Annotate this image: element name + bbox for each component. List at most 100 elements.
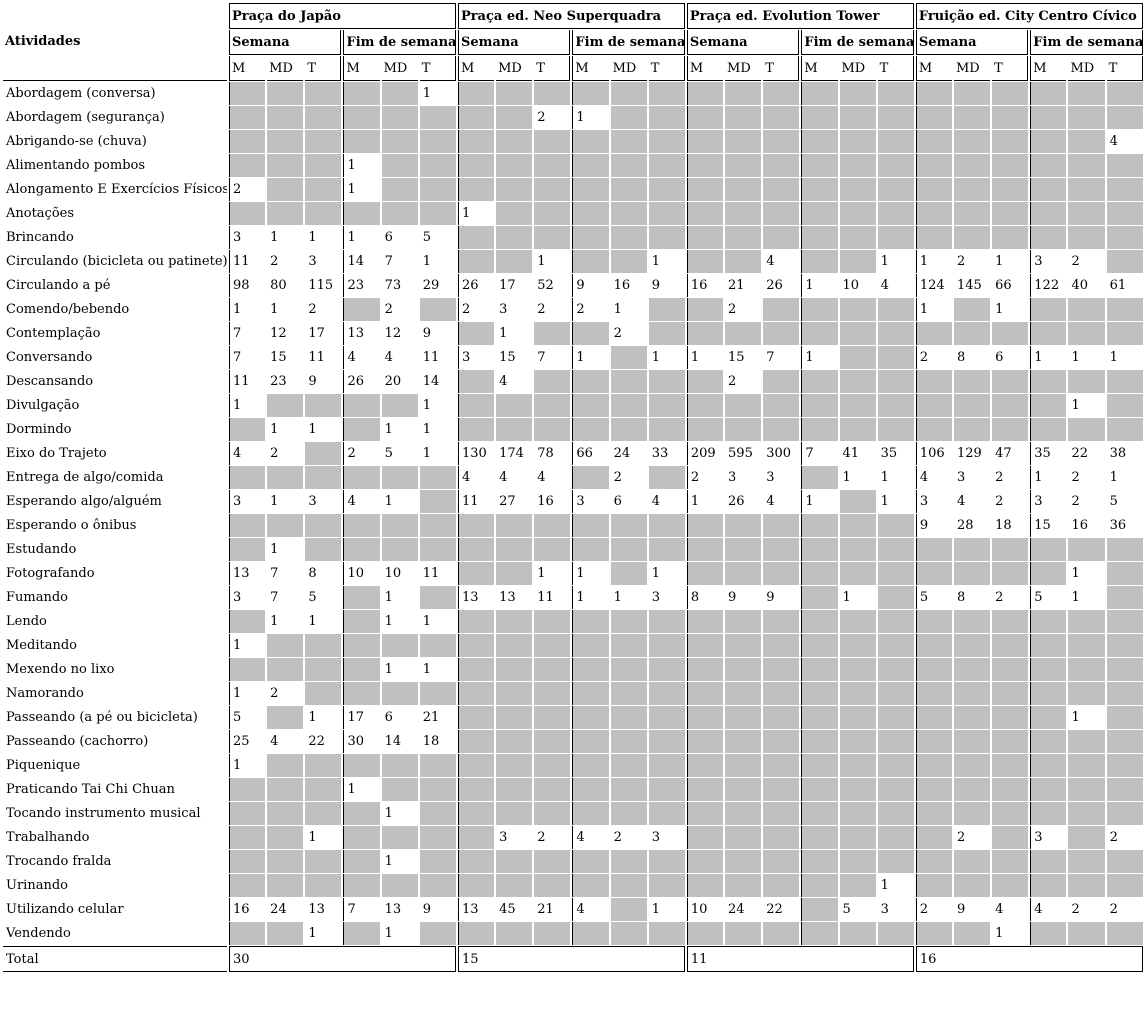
empty-cell — [992, 178, 1029, 201]
activity-row: Abrigando-se (chuva) 4 — [3, 130, 1143, 153]
count-cell: 3 — [1030, 490, 1066, 513]
empty-cell — [839, 730, 876, 753]
empty-cell — [839, 202, 876, 225]
empty-cell — [534, 226, 571, 249]
count-cell: 5 — [422, 230, 432, 245]
count-cell: 22 — [308, 734, 325, 749]
empty-cell — [572, 322, 609, 345]
empty-cell — [953, 610, 991, 633]
empty-cell — [229, 202, 266, 225]
empty-cell — [953, 106, 991, 129]
empty-cell — [534, 922, 571, 945]
activity-table: Atividades Praça do Japão Praça ed. Neo Su… — [1, 2, 1145, 973]
empty-cell — [267, 178, 304, 201]
count-cell: 13 — [499, 590, 516, 605]
empty-cell — [1030, 562, 1067, 585]
empty-cell — [953, 394, 991, 417]
empty-cell — [572, 178, 609, 201]
count-cell: 21 — [422, 710, 440, 725]
empty-cell — [877, 802, 914, 825]
count-cell: 1 — [270, 422, 279, 437]
count-cell: 2 — [270, 446, 279, 461]
count-cell: 4 — [229, 442, 265, 465]
empty-cell — [496, 82, 533, 105]
count-cell: 16 — [686, 274, 723, 297]
activity-label: Urinando — [6, 878, 68, 893]
count-cell: 40 — [1071, 278, 1088, 293]
count-cell: 3 — [499, 830, 508, 845]
empty-cell — [839, 754, 876, 777]
empty-cell — [763, 874, 800, 897]
empty-cell — [763, 682, 800, 705]
empty-cell — [801, 754, 838, 777]
empty-cell — [229, 850, 266, 873]
count-cell: 24 — [728, 902, 745, 917]
empty-cell — [801, 106, 838, 129]
empty-cell — [877, 562, 914, 585]
count-cell: 7 — [270, 590, 279, 605]
empty-cell — [305, 754, 342, 777]
count-cell: 1 — [801, 490, 837, 513]
activity-label: Fumando — [6, 590, 68, 605]
empty-cell — [610, 226, 647, 249]
empty-cell — [839, 778, 876, 801]
empty-cell — [267, 874, 304, 897]
empty-cell — [610, 394, 647, 417]
empty-cell — [534, 178, 571, 201]
empty-cell — [572, 394, 609, 417]
empty-cell — [305, 202, 342, 225]
empty-cell — [496, 682, 533, 705]
empty-cell — [343, 658, 380, 681]
activity-row: Namorando 1 2 — [3, 682, 1143, 705]
activity-label: Fotografando — [6, 566, 95, 581]
empty-cell — [877, 130, 914, 153]
empty-cell — [648, 466, 685, 489]
empty-cell — [992, 394, 1029, 417]
count-cell: 1 — [422, 254, 432, 269]
empty-cell — [534, 322, 571, 345]
empty-cell — [343, 586, 380, 609]
count-cell: 2 — [537, 302, 546, 317]
empty-cell — [267, 706, 304, 729]
empty-cell — [992, 82, 1029, 105]
empty-cell — [572, 682, 609, 705]
count-cell: 1 — [1030, 346, 1066, 369]
empty-cell — [839, 106, 876, 129]
count-cell: 106 — [915, 442, 952, 465]
empty-cell — [686, 610, 724, 633]
time-header: T — [419, 56, 456, 81]
empty-cell — [648, 634, 685, 657]
empty-cell — [305, 658, 342, 681]
time-header: M — [572, 56, 609, 81]
empty-cell — [457, 82, 495, 105]
empty-cell — [877, 850, 914, 873]
count-cell: 1 — [915, 250, 952, 273]
count-cell: 3 — [651, 590, 660, 605]
empty-cell — [992, 106, 1029, 129]
empty-cell — [725, 874, 762, 897]
empty-cell — [801, 298, 838, 321]
empty-cell — [953, 562, 991, 585]
count-cell: 1 — [229, 682, 265, 705]
count-cell: 13 — [229, 562, 265, 585]
count-cell: 1 — [1109, 470, 1118, 485]
count-cell: 20 — [384, 374, 402, 389]
count-cell: 15 — [728, 350, 745, 365]
empty-cell — [839, 418, 876, 441]
count-cell: 25 — [229, 730, 265, 753]
empty-cell — [381, 466, 418, 489]
count-cell: 17 — [308, 326, 325, 341]
count-cell: 1 — [384, 662, 393, 677]
empty-cell — [915, 418, 952, 441]
empty-cell — [267, 466, 304, 489]
count-cell: 28 — [956, 518, 974, 533]
empty-cell — [534, 754, 571, 777]
empty-cell — [915, 706, 952, 729]
count-cell: 1 — [384, 926, 393, 941]
count-cell: 1 — [915, 298, 952, 321]
empty-cell — [572, 130, 609, 153]
time-header: M — [1030, 56, 1067, 81]
empty-cell — [419, 178, 456, 201]
empty-cell — [801, 226, 838, 249]
empty-cell — [381, 778, 418, 801]
